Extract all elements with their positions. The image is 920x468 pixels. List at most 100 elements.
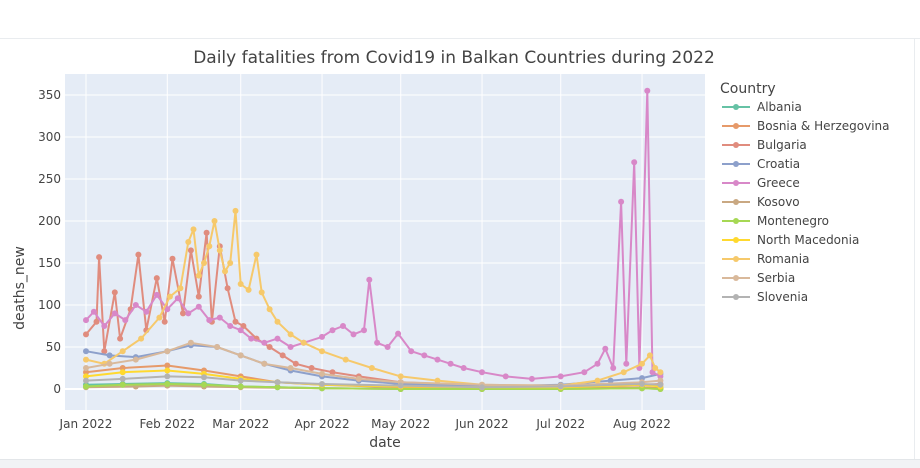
data-point-slovenia [657,381,664,388]
data-point-romania [83,356,89,363]
legend-item-montenegro[interactable]: Montenegro [722,214,829,228]
data-point-north-macedonia [164,367,171,374]
data-point-slovenia [639,381,645,387]
data-point-bulgaria [96,254,103,261]
data-point-bulgaria [308,365,315,371]
x-tick-label: Jul 2022 [535,417,585,431]
data-point-romania [287,331,294,338]
legend-item-greece[interactable]: Greece [722,176,800,190]
data-point-greece [366,276,373,283]
series-bulgaria [83,229,664,390]
x-tick-label: May 2022 [371,417,430,431]
data-point-bulgaria [195,293,202,300]
data-point-romania [211,218,218,224]
data-point-greece [287,344,294,350]
data-point-greece [602,345,609,352]
data-point-romania [319,348,325,355]
legend-swatch-marker [733,237,739,243]
data-point-romania [185,239,192,245]
legend-swatch-marker [733,275,739,281]
data-point-greece [237,327,244,334]
data-point-bulgaria [83,331,89,338]
x-tick-label: Feb 2022 [139,417,195,431]
legend-item-croatia[interactable]: Croatia [722,157,800,171]
data-point-greece [408,348,415,355]
series-slovenia [83,373,664,391]
data-point-greece [329,327,336,334]
data-point-romania [237,281,244,287]
data-point-greece [657,373,664,380]
legend-item-albania[interactable]: Albania [722,100,802,114]
y-tick-label: 100 [38,298,61,312]
data-point-romania [232,207,239,214]
x-tick-label: Apr 2022 [294,417,349,431]
data-point-bulgaria [187,247,194,254]
data-point-greece [274,335,281,342]
data-point-bulgaria [93,318,100,325]
data-point-slovenia [479,384,485,391]
data-point-greece [195,303,202,310]
data-point-slovenia [319,381,325,387]
series-line-slovenia [85,375,661,389]
data-point-romania [216,247,223,254]
legend-item-kosovo[interactable]: Kosovo [722,195,800,209]
data-point-serbia [261,360,268,367]
data-point-north-macedonia [119,369,126,376]
data-point-greece [479,369,485,376]
data-point-greece [350,331,357,338]
data-point-greece [434,356,441,363]
legend-swatch-marker [733,180,739,186]
data-point-romania [138,335,145,342]
y-tick-label: 150 [38,256,61,270]
legend-item-north-macedonia[interactable]: North Macedonia [722,233,859,247]
legend-swatch-marker [733,123,739,129]
y-tick-label: 200 [38,214,61,228]
data-point-bulgaria [101,348,108,355]
data-point-greece [384,344,391,350]
y-tick-label: 250 [38,172,61,186]
legend-swatch-marker [733,142,739,148]
data-point-serbia [237,352,244,359]
data-point-romania [190,226,197,233]
data-point-romania [119,348,126,355]
data-point-montenegro [274,384,281,391]
data-point-romania [646,352,653,359]
data-point-montenegro [83,383,89,390]
legend-item-bulgaria[interactable]: Bulgaria [722,138,807,152]
legend-item-romania[interactable]: Romania [722,252,809,266]
data-point-romania [177,285,184,292]
data-point-serbia [355,375,362,382]
legend-item-bosnia-herzegovina[interactable]: Bosnia & Herzegovina [722,119,889,133]
data-point-greece [581,369,588,376]
data-point-greece [90,308,97,315]
legend-item-slovenia[interactable]: Slovenia [722,290,808,304]
legend-item-serbia[interactable]: Serbia [722,271,795,285]
x-tick-label: Mar 2022 [212,417,269,431]
data-point-greece [631,159,638,166]
data-point-greece [618,198,625,205]
data-point-croatia [106,352,113,359]
y-tick-label: 50 [46,340,61,354]
data-point-greece [644,87,651,94]
legend-swatch-marker [733,256,739,262]
data-point-romania [258,289,265,296]
data-point-greece [101,323,108,329]
y-axis-label: deaths_new [12,246,28,330]
legend-label: Croatia [757,157,800,171]
data-point-romania [397,373,404,380]
data-point-greece [185,310,192,317]
y-tick-label: 300 [38,130,61,144]
data-point-greece [447,360,454,367]
data-point-serbia [657,377,664,384]
data-point-slovenia [119,375,126,382]
data-point-bulgaria [292,360,299,367]
data-point-romania [253,251,260,258]
legend: Albania Bosnia & Herzegovina Bulgaria Croat… [722,100,889,304]
data-point-slovenia [83,377,89,384]
data-point-bulgaria [180,310,186,317]
data-point-bosnia-herzegovina [119,365,126,371]
data-point-romania [227,260,234,266]
data-point-serbia [187,339,194,346]
series-line-montenegro [85,383,661,390]
data-point-romania [245,286,252,293]
